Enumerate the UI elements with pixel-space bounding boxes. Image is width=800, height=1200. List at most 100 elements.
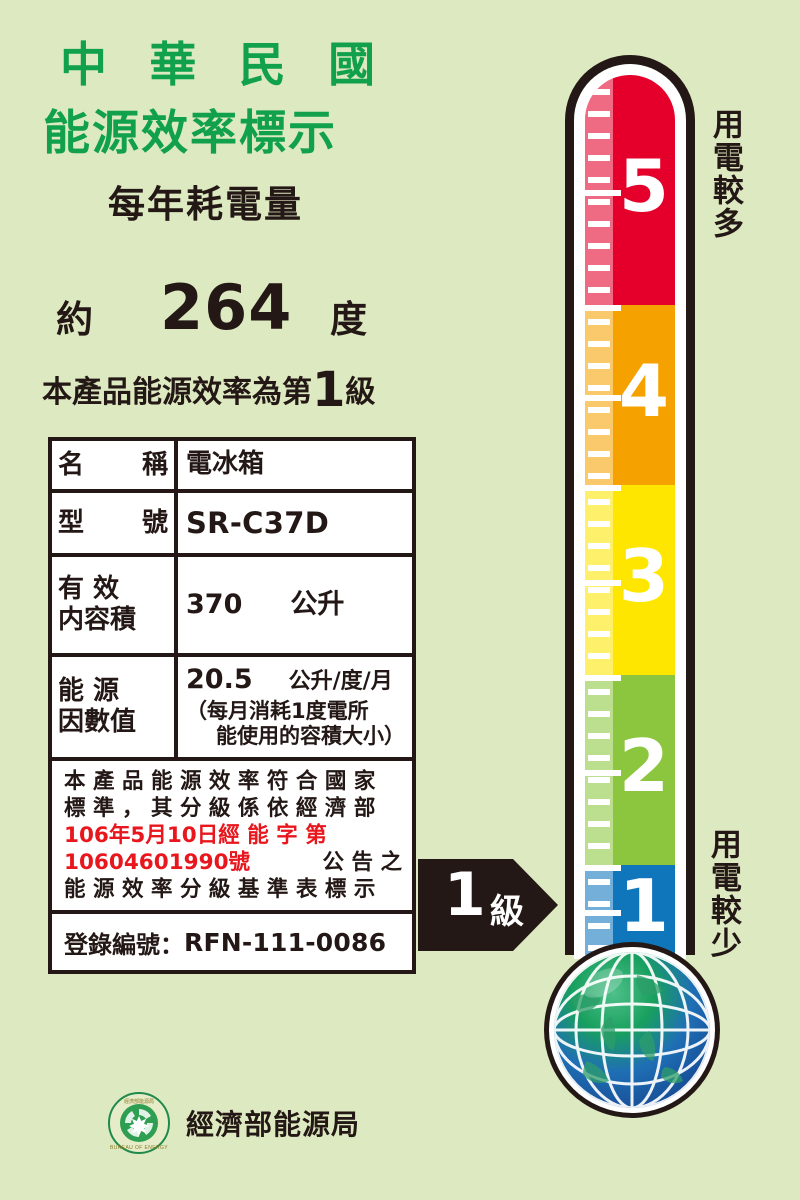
table-label-part: 内容積 [58, 605, 137, 635]
grade-statement: 本產品能源效率為第1級 [42, 362, 375, 418]
notice-text: 標 準 ， 其 分 級 係 依 經 濟 部 [64, 796, 376, 822]
thermometer-tick [588, 543, 610, 549]
volume-value: 370 [186, 588, 243, 620]
header-line-subtitle: 每年耗電量 [108, 183, 303, 226]
table-label-part: 號 [141, 507, 168, 538]
label-left-column: 中 華 民 國 能源效率標示 每年耗電量 約 264 度 本產品能源效率為第1級… [0, 38, 480, 1154]
thermometer-tick-major [585, 770, 621, 776]
note-line: （每月消耗1度電所 [186, 698, 369, 723]
grade-statement-number: 1 [312, 362, 346, 418]
thermometer-tick [588, 799, 610, 805]
table-label-part: 有 效 [58, 574, 120, 605]
thermometer-tick-major [585, 865, 621, 871]
thermometer-tick [588, 319, 610, 325]
thermometer-band-label: 1 [618, 864, 669, 948]
thermometer-tick-major [585, 485, 621, 491]
thermometer-band-3: 3 [585, 485, 675, 675]
table-row-label: 名 稱 [52, 441, 178, 489]
thermometer-tick [588, 429, 610, 435]
thermometer-tick [588, 385, 610, 391]
table-label-part: 稱 [141, 449, 168, 480]
thermometer-tick [588, 473, 610, 479]
thermometer-band-5: 5 [585, 75, 675, 305]
table-row: 名 稱 電冰箱 [52, 441, 412, 493]
efficiency-factor-unit: 公升/度/月 [288, 669, 393, 695]
notice-text-red: 106年5月10日經 能 字 第 [64, 823, 327, 849]
table-label-part: 名 [58, 449, 85, 480]
thermometer-tick [588, 133, 610, 139]
globe-bulb-icon [537, 935, 727, 1125]
table-label-part: 能 源 [58, 676, 120, 707]
notice-text: 本 產 品 能 源 效 率 符 合 國 家 [64, 769, 376, 794]
model-number-value: SR-C37D [186, 505, 330, 540]
header-line-title: 能源效率標示 [43, 106, 337, 161]
thermometer-tick [588, 587, 610, 593]
thermometer-tick [588, 177, 610, 183]
thermometer-tick [588, 733, 610, 739]
thermometer-tick [588, 199, 610, 205]
table-label-part: 因數值 [58, 707, 137, 737]
thermometer-tick-major [585, 395, 621, 401]
table-row: 有 效 内容積 370 公升 [52, 557, 412, 657]
registration-label: 登錄編號： [64, 930, 184, 959]
table-row-value: 電冰箱 [178, 441, 412, 489]
thermometer-tick [588, 653, 610, 659]
notice-text: 能 源 效 率 分 級 基 準 表 標 示 [64, 877, 376, 903]
thermometer-tick [588, 923, 610, 929]
thermometer-tick [588, 843, 610, 849]
notice-text-red: 10604601990號 [64, 850, 251, 876]
bureau-of-energy-logo-icon: 經濟部能源局 BUREAU OF ENERGY [108, 1092, 170, 1154]
table-row: 型 號 SR-C37D [52, 493, 412, 557]
thermometer-tick [588, 341, 610, 347]
caption-more-power: 用電較多 [706, 108, 743, 240]
thermometer-tick [588, 155, 610, 161]
bureau-name: 經濟部能源局 [186, 1108, 361, 1141]
thermometer-tick [588, 755, 610, 761]
thermometer-tick [588, 363, 610, 369]
consumption-value: 264 [160, 271, 293, 344]
thermometer-tick [588, 945, 610, 951]
thermometer-tick [588, 689, 610, 695]
thermometer-tick [588, 89, 610, 95]
thermometer-tick [588, 631, 610, 637]
thermometer-band-label: 4 [618, 349, 669, 433]
caption-less-power: 用電較少 [704, 828, 741, 960]
table-row-label: 型 號 [52, 493, 178, 553]
thermometer-tick-major [585, 675, 621, 681]
thermometer-band-2: 2 [585, 675, 675, 865]
notice-line: 本 產 品 能 源 效 率 符 合 國 家 [64, 768, 402, 795]
thermometer-band-4: 4 [585, 305, 675, 485]
registration-number: RFN-111-0086 [184, 927, 387, 957]
thermometer-tick-major [585, 305, 621, 311]
thermometer-tick [588, 407, 610, 413]
thermometer-tick [588, 565, 610, 571]
thermometer-band-label: 2 [618, 724, 669, 808]
efficiency-factor-note: （每月消耗1度電所 能使用的容積大小） [186, 698, 405, 750]
thermometer-band-label: 5 [618, 144, 669, 228]
table-row-value: SR-C37D [178, 493, 412, 553]
grade-pointer-arrow: 1 級 [418, 859, 558, 951]
thermometer-tick [588, 221, 610, 227]
registration-row: 登錄編號： RFN-111-0086 [52, 914, 412, 970]
thermometer-tick [588, 609, 610, 615]
thermometer-band-label: 3 [618, 534, 669, 618]
table-row: 能 源 因數值 20.5 公升/度/月 （每月消耗1度電所 能使用的容積大小） [52, 657, 412, 761]
thermometer-tick [588, 499, 610, 505]
pointer-grade-number: 1 [444, 860, 486, 930]
table-row-value: 20.5 公升/度/月 （每月消耗1度電所 能使用的容積大小） [178, 657, 412, 757]
table-row-label: 能 源 因數值 [52, 657, 178, 757]
thermometer-tick-major [585, 910, 621, 916]
annual-consumption-row: 約 264 度 [0, 271, 480, 345]
svg-text:BUREAU OF ENERGY: BUREAU OF ENERGY [110, 1145, 168, 1151]
thermometer-band-1: 1 [585, 865, 675, 955]
notice-text: 公 告 之 [322, 850, 402, 876]
note-line: 能使用的容積大小） [216, 724, 405, 749]
thermometer-tick-major [585, 190, 621, 196]
header-line-country: 中 華 民 國 [60, 38, 389, 93]
grade-statement-suffix: 級 [345, 375, 376, 410]
legal-notice-block: 本 產 品 能 源 效 率 符 合 國 家 標 準 ， 其 分 級 係 依 經 … [52, 761, 412, 915]
notice-line: 標 準 ， 其 分 級 係 依 經 濟 部 [64, 795, 402, 822]
svg-text:經濟部能源局: 經濟部能源局 [124, 1098, 154, 1105]
thermometer-tick [588, 265, 610, 271]
efficiency-thermometer: 5 4 3 2 1 [565, 55, 695, 959]
